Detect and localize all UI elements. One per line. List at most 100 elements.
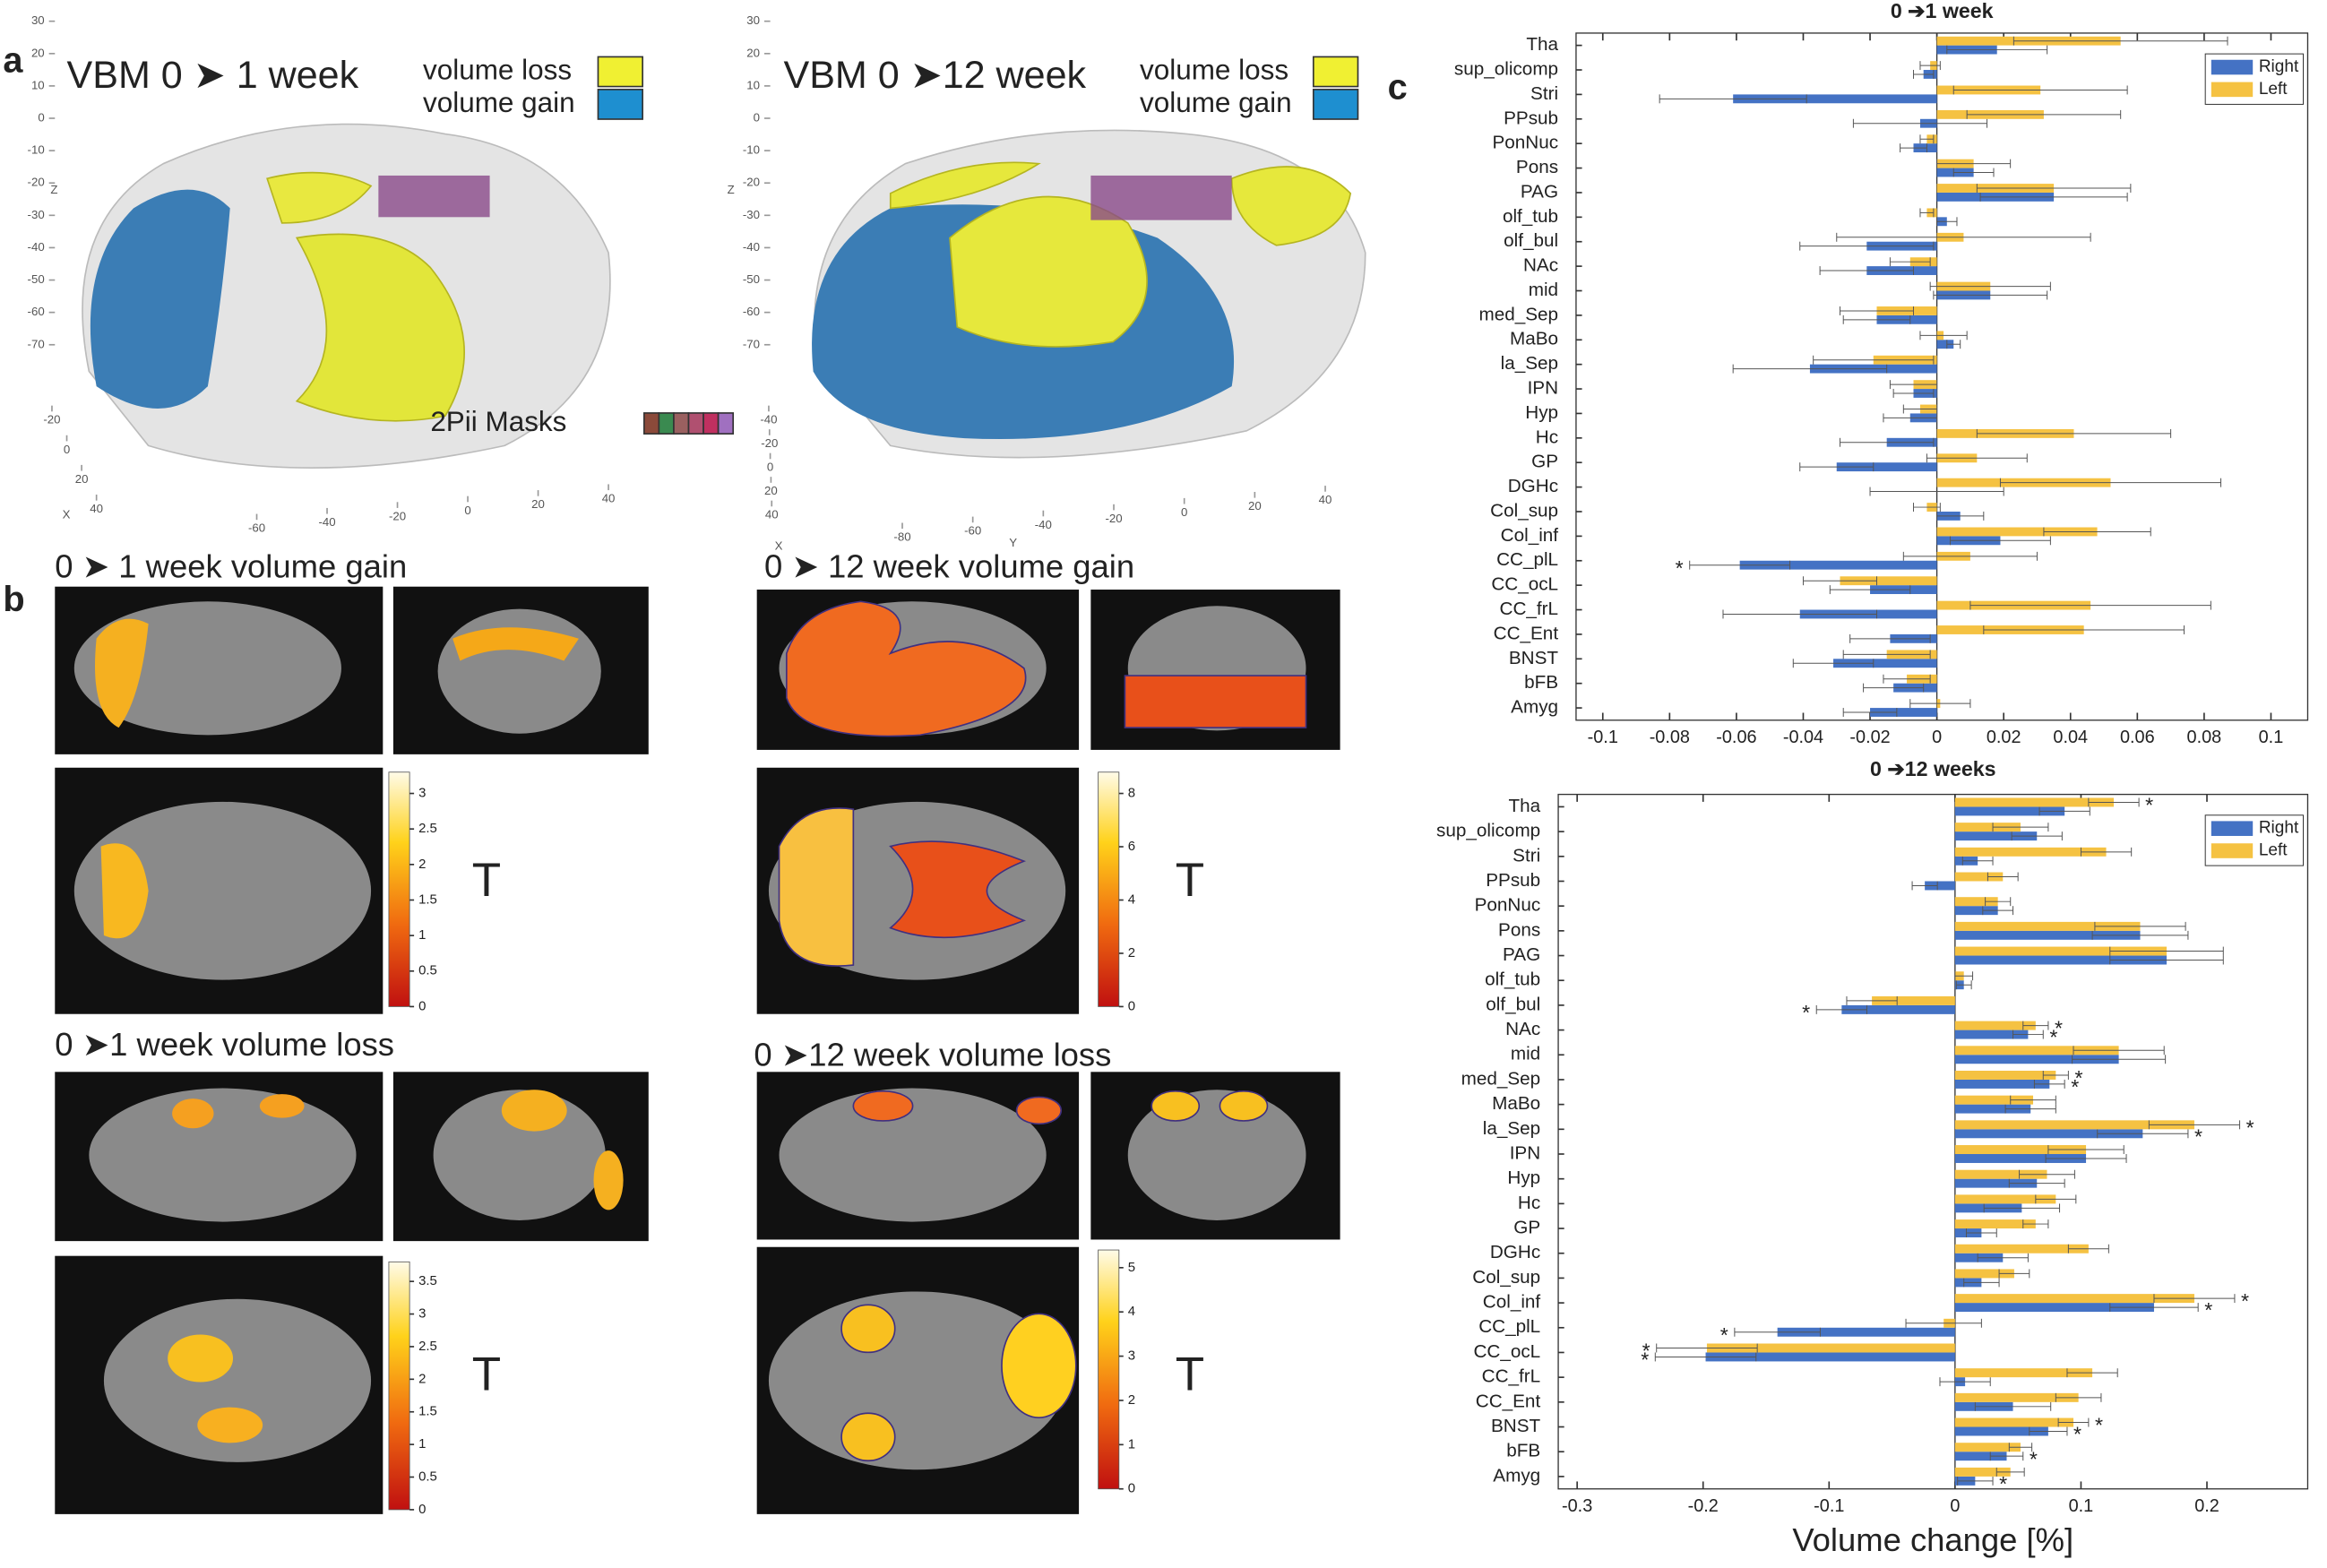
y-tick-label: GP bbox=[1513, 1218, 1540, 1238]
chart-title: 0 ➔1 week bbox=[1891, 0, 1994, 22]
y-tick-label: CC_ocL bbox=[1491, 574, 1558, 595]
bar bbox=[1936, 340, 1954, 349]
y-tick-label: CC_ocL bbox=[1473, 1341, 1540, 1362]
legend-label: Left bbox=[2259, 80, 2288, 99]
bar bbox=[1840, 576, 1937, 586]
x-tick-label: -0.1 bbox=[1588, 728, 1618, 747]
y-tick-label: olf_tub bbox=[1503, 206, 1558, 227]
bar bbox=[1954, 1046, 2119, 1055]
colorbar-tick-label: 3 bbox=[418, 1306, 426, 1321]
bar bbox=[1739, 560, 1937, 570]
y-tick-label: MaBo bbox=[1510, 329, 1558, 349]
colorbar-tick-label: 2 bbox=[418, 1372, 426, 1386]
z-tick-label: 0 bbox=[754, 111, 760, 125]
x-tick-label: 20 bbox=[75, 472, 89, 486]
colorbar-tick-label: 8 bbox=[1128, 786, 1135, 800]
z-axis-label: Z bbox=[50, 183, 57, 196]
colorbar bbox=[388, 1261, 410, 1511]
y-tick-label: Tha bbox=[1509, 796, 1541, 816]
x-tick-label: 0 bbox=[767, 461, 773, 474]
y-tick-label: Stri bbox=[1530, 83, 1558, 104]
y-tick-label: -40 bbox=[1035, 518, 1052, 531]
bar bbox=[1954, 1392, 2079, 1402]
colorbar-label: T bbox=[472, 854, 501, 907]
activation-overlays bbox=[95, 600, 1307, 1462]
y-tick-label: mid bbox=[1511, 1044, 1540, 1064]
bar bbox=[1954, 1079, 2050, 1089]
y-tick-label: BNST bbox=[1491, 1416, 1541, 1436]
colorbar-tick-label: 2.5 bbox=[418, 822, 437, 836]
y-tick-label: PonNuc bbox=[1492, 133, 1558, 153]
x-tick-label: 0.02 bbox=[1987, 728, 2021, 747]
plot-frame bbox=[1575, 32, 2309, 721]
legend-label: volume loss bbox=[423, 54, 572, 85]
y-tick-label: Hyp bbox=[1507, 1167, 1540, 1188]
bar bbox=[1954, 831, 2038, 841]
bar bbox=[1954, 1443, 2021, 1452]
colorbar-tick-label: 4 bbox=[1128, 1305, 1135, 1319]
x-tick-label: 0.1 bbox=[2259, 728, 2284, 747]
y-tick-label: Hc bbox=[1536, 426, 1558, 447]
y-tick-label: BNST bbox=[1509, 648, 1559, 668]
x-tick-label: -20 bbox=[43, 413, 60, 426]
z-tick-label: -70 bbox=[743, 337, 760, 350]
significance-star: * bbox=[2071, 1075, 2079, 1098]
z-tick-label: 10 bbox=[746, 78, 760, 91]
y-tick-label: PonNuc bbox=[1475, 895, 1541, 916]
bar bbox=[1954, 1426, 2048, 1436]
z-tick-label: -30 bbox=[28, 208, 45, 221]
bar bbox=[1954, 1417, 2074, 1427]
bar bbox=[1954, 1153, 2087, 1163]
colorbar-tick-label: 3 bbox=[418, 786, 426, 800]
bar bbox=[1954, 1219, 2036, 1229]
significance-star: * bbox=[2204, 1298, 2212, 1322]
y-tick-label: 40 bbox=[1319, 493, 1332, 506]
y-tick-label: PAG bbox=[1521, 181, 1558, 202]
z-tick-label: -20 bbox=[28, 176, 45, 189]
colorbar-tick-label: 0 bbox=[418, 1503, 426, 1517]
y-tick-label: Hc bbox=[1518, 1193, 1540, 1213]
y-tick-label: olf_bul bbox=[1504, 230, 1558, 251]
y-tick-label: olf_bul bbox=[1486, 994, 1540, 1014]
bar bbox=[1836, 462, 1937, 472]
x-axis-label: Volume change [%] bbox=[1792, 1521, 2073, 1558]
y-tick-label: -20 bbox=[1105, 512, 1122, 525]
significance-star: * bbox=[2194, 1124, 2202, 1148]
bar bbox=[1872, 995, 1955, 1005]
colorbar-tick-label: 0 bbox=[1128, 999, 1135, 1013]
y-tick-label: -80 bbox=[893, 530, 910, 544]
y-tick-label: Pons bbox=[1498, 919, 1540, 940]
y-tick-label: PAG bbox=[1503, 944, 1540, 965]
z-tick-label: -70 bbox=[28, 337, 45, 350]
bar bbox=[1777, 1327, 1955, 1337]
z-tick-label: -10 bbox=[28, 143, 45, 157]
z-tick-label: 20 bbox=[746, 46, 760, 59]
bar bbox=[1954, 1294, 2194, 1304]
x-tick-label: 0.08 bbox=[2187, 728, 2222, 747]
bar bbox=[1954, 1303, 2154, 1313]
colorbar-tick-label: 6 bbox=[1128, 840, 1135, 854]
colorbar bbox=[1098, 1249, 1120, 1490]
colorbar bbox=[1098, 771, 1120, 1007]
y-tick-label: CC_Ent bbox=[1494, 623, 1559, 643]
significance-star: * bbox=[2241, 1289, 2249, 1313]
bar bbox=[1954, 1145, 2087, 1154]
bar bbox=[1954, 1104, 2031, 1114]
bar bbox=[1954, 797, 2114, 807]
bar bbox=[1954, 1269, 2014, 1279]
colorbar-label: T bbox=[1176, 854, 1204, 907]
bar bbox=[1936, 527, 2098, 537]
y-tick-label: mid bbox=[1529, 280, 1558, 300]
colorbar-tick-label: 2.5 bbox=[418, 1340, 437, 1354]
legend-label: volume gain bbox=[1140, 87, 1292, 118]
bar bbox=[1954, 1070, 2056, 1080]
bar bbox=[1954, 1055, 2119, 1064]
bar bbox=[1954, 921, 2141, 931]
bar bbox=[1706, 1343, 1955, 1353]
legend-swatch bbox=[2211, 843, 2254, 858]
legend-label: volume gain bbox=[423, 87, 575, 118]
z-tick-label: 20 bbox=[31, 46, 45, 59]
significance-star: * bbox=[1676, 556, 1684, 580]
z-tick-label: -20 bbox=[743, 176, 760, 189]
z-tick-label: -50 bbox=[743, 272, 760, 286]
